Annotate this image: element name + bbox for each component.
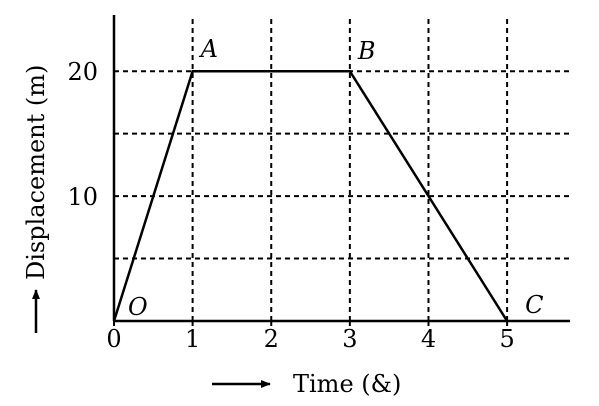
series-line-0 bbox=[112, 69, 509, 322]
series-layer bbox=[112, 69, 509, 322]
x-tick-label-4: 4 bbox=[421, 325, 436, 353]
x-axis-title: Time (&) bbox=[293, 370, 401, 398]
x-tick-label-0: 0 bbox=[106, 325, 121, 353]
axes bbox=[112, 15, 570, 326]
grid-lines bbox=[114, 15, 570, 321]
point-label-A: A bbox=[199, 35, 218, 63]
y-tick-label-20: 20 bbox=[67, 58, 98, 86]
x-tick-label-2: 2 bbox=[264, 325, 279, 353]
labels-layer: 0 1 2 3 4 5 10 20 O A B C bbox=[67, 35, 543, 353]
point-label-B: B bbox=[357, 37, 376, 65]
x-tick-label-1: 1 bbox=[185, 325, 200, 353]
y-axis-title: Displacement (m) bbox=[22, 65, 50, 280]
y-tick-label-10: 10 bbox=[67, 183, 98, 211]
x-tick-label-5: 5 bbox=[499, 325, 514, 353]
point-label-O: O bbox=[128, 293, 148, 321]
point-label-C: C bbox=[525, 291, 543, 319]
x-tick-label-3: 3 bbox=[342, 325, 357, 353]
